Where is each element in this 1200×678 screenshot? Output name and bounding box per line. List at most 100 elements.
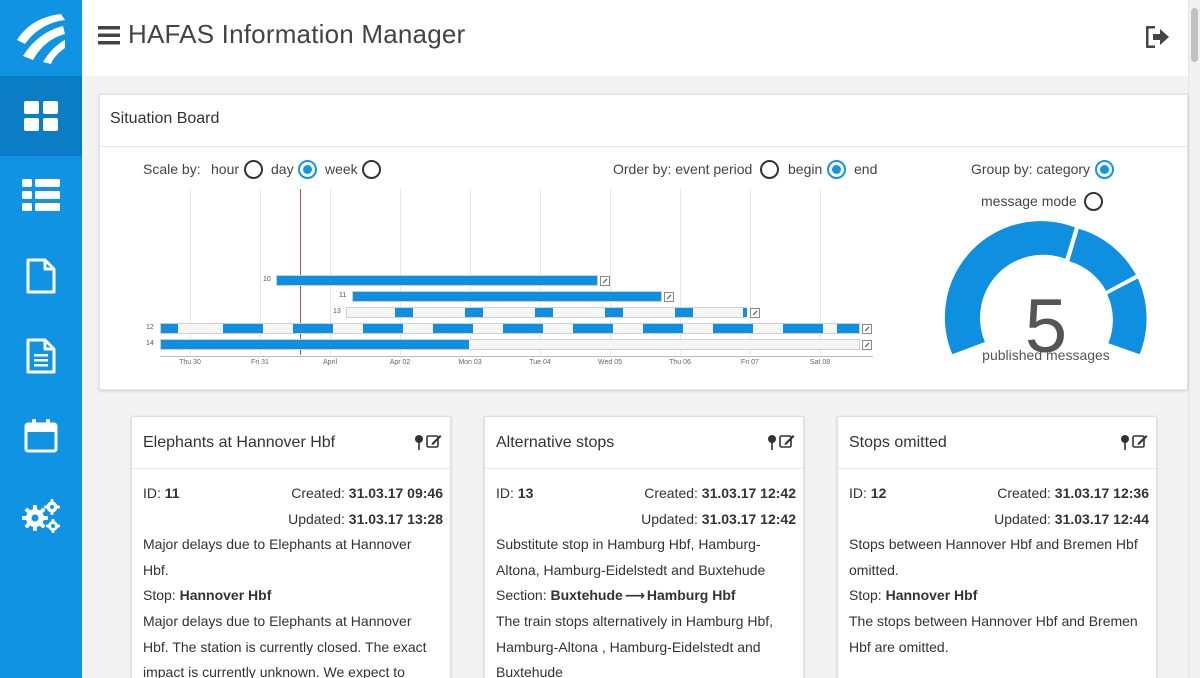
logout-icon[interactable]: [1146, 26, 1170, 48]
edit-icon[interactable]: [426, 433, 442, 449]
timeline-edit-icon[interactable]: [862, 324, 872, 334]
list-icon: [22, 179, 60, 211]
timeline-bar-message-13[interactable]: [346, 307, 747, 318]
timeline-active-segment: [675, 308, 693, 317]
timeline-gridline: [330, 189, 331, 355]
map-pin-icon[interactable]: [1120, 434, 1130, 450]
timeline-gridline: [540, 189, 541, 355]
timeline-gridline: [470, 189, 471, 355]
published-messages-gauge: 5 published messages: [943, 221, 1149, 369]
message-updated: Updated: 31.03.17 12:42: [641, 510, 796, 527]
edit-icon[interactable]: [1132, 433, 1148, 449]
message-id: ID: 11: [143, 485, 180, 501]
timeline-tick-label: Thu 06: [669, 359, 691, 366]
settings-icon: [22, 499, 60, 533]
scale-week-label: week: [325, 161, 358, 177]
panel-divider: [100, 146, 1187, 147]
scale-week-radio[interactable]: [362, 160, 381, 179]
hamburger-menu-icon[interactable]: [98, 25, 120, 45]
message-created: Created: 31.03.17 12:36: [997, 485, 1149, 501]
timeline-tick-label: Sat 08: [809, 359, 831, 366]
card-divider: [132, 468, 450, 469]
card-divider: [838, 468, 1156, 469]
timeline-active-segment: [395, 308, 413, 317]
scrollbar-thumb[interactable]: [1191, 8, 1198, 62]
timeline-bar-message-11[interactable]: [352, 291, 662, 302]
order-begin-label: begin: [788, 161, 823, 177]
message-created: Created: 31.03.17 09:46: [291, 485, 443, 501]
scale-hour-radio[interactable]: [244, 160, 263, 179]
timeline-edit-icon[interactable]: [862, 340, 872, 350]
timeline-active-segment: [535, 308, 553, 317]
timeline-bar-message-12[interactable]: [160, 323, 860, 334]
gauge-value: 5: [1024, 284, 1068, 369]
timeline-active-segment: [293, 324, 333, 333]
sidebar-item-dashboard[interactable]: [0, 76, 82, 156]
gauge-label: published messages: [982, 347, 1110, 363]
message-card[interactable]: Alternative stops ID: 13 Created: 31.03.…: [484, 416, 804, 678]
message-card-body: ID: 11 Created: 31.03.17 09:46 Updated: …: [143, 481, 443, 678]
timeline-row-label: 10: [263, 276, 271, 283]
timeline-tick-label: Thu 30: [179, 359, 201, 366]
timeline-bar-message-10[interactable]: [276, 275, 598, 286]
app-header: HAFAS Information Manager: [82, 0, 1188, 76]
timeline-row-label: 14: [146, 340, 154, 347]
message-mode-radio[interactable]: [1084, 192, 1103, 211]
current-time-marker: [300, 189, 301, 355]
dashboard-icon: [24, 101, 58, 131]
message-summary: Stops between Hannover Hbf and Bremen Hb…: [849, 536, 1138, 578]
timeline-tick-label: Wed 05: [598, 359, 622, 366]
group-category-radio[interactable]: [1095, 160, 1114, 179]
edit-icon[interactable]: [779, 433, 795, 449]
message-detail: The stops between Hannover Hbf and Breme…: [849, 612, 1138, 655]
timeline-active-segment: [223, 324, 263, 333]
text-document-icon: [26, 338, 56, 374]
timeline-gridline: [680, 189, 681, 355]
timeline-active-segment: [605, 308, 623, 317]
group-by-category-label: Group by: category: [971, 161, 1091, 177]
timeline-edit-icon[interactable]: [750, 308, 760, 318]
situation-timeline: 10 11 13 12: [145, 185, 875, 375]
scale-day-radio[interactable]: [298, 160, 317, 179]
timeline-row-label: 11: [339, 292, 347, 299]
sidebar-item-document[interactable]: [0, 236, 82, 316]
message-card[interactable]: Elephants at Hannover Hbf ID: 11 Created…: [131, 416, 451, 678]
map-pin-icon[interactable]: [767, 434, 777, 450]
timeline-edit-icon[interactable]: [600, 276, 610, 286]
map-pin-icon[interactable]: [414, 434, 424, 450]
timeline-tick-label: Fri 31: [251, 359, 269, 366]
timeline-gridline: [260, 189, 261, 355]
timeline-active-segment: [643, 324, 683, 333]
sidebar-item-calendar[interactable]: [0, 396, 82, 476]
order-event-period-radio[interactable]: [760, 160, 779, 179]
timeline-axis: [160, 356, 873, 357]
message-meta-row: ID: 12 Created: 31.03.17 12:36: [849, 481, 1149, 507]
timeline-active-segment: [743, 308, 747, 317]
timeline-edit-icon[interactable]: [664, 292, 674, 302]
message-card-title: Stops omitted: [849, 434, 947, 451]
message-summary: Major delays due to Elephants at Hannove…: [143, 536, 412, 578]
message-meta-row: ID: 13 Created: 31.03.17 12:42: [496, 481, 796, 507]
timeline-gridline: [190, 189, 191, 355]
message-detail: Major delays due to Elephants at Hannove…: [143, 612, 427, 678]
timeline-active-segment: [161, 324, 178, 333]
timeline-active-segment: [161, 340, 469, 349]
app-logo[interactable]: [0, 0, 82, 76]
timeline-tick-label: Apr 02: [389, 359, 411, 366]
timeline-bar-message-14[interactable]: [160, 339, 860, 350]
sidebar-item-settings[interactable]: [0, 476, 82, 556]
message-card[interactable]: Stops omitted ID: 12 Created: 31.03.17 1…: [837, 416, 1157, 678]
message-created: Created: 31.03.17 12:42: [644, 485, 796, 501]
situation-board-title: Situation Board: [110, 110, 220, 127]
sidebar-item-text-document[interactable]: [0, 316, 82, 396]
message-card-title: Elephants at Hannover Hbf: [143, 434, 336, 451]
app-title: HAFAS Information Manager: [128, 19, 466, 49]
message-updated: Updated: 31.03.17 13:28: [288, 510, 443, 527]
timeline-active-segment: [433, 324, 473, 333]
timeline-active-segment: [573, 324, 613, 333]
page-scrollbar[interactable]: [1188, 0, 1200, 678]
message-card-body: ID: 12 Created: 31.03.17 12:36 Updated: …: [849, 481, 1149, 660]
sidebar-item-list[interactable]: [0, 155, 82, 235]
timeline-active-segment: [353, 292, 661, 301]
order-begin-radio[interactable]: [827, 160, 846, 179]
